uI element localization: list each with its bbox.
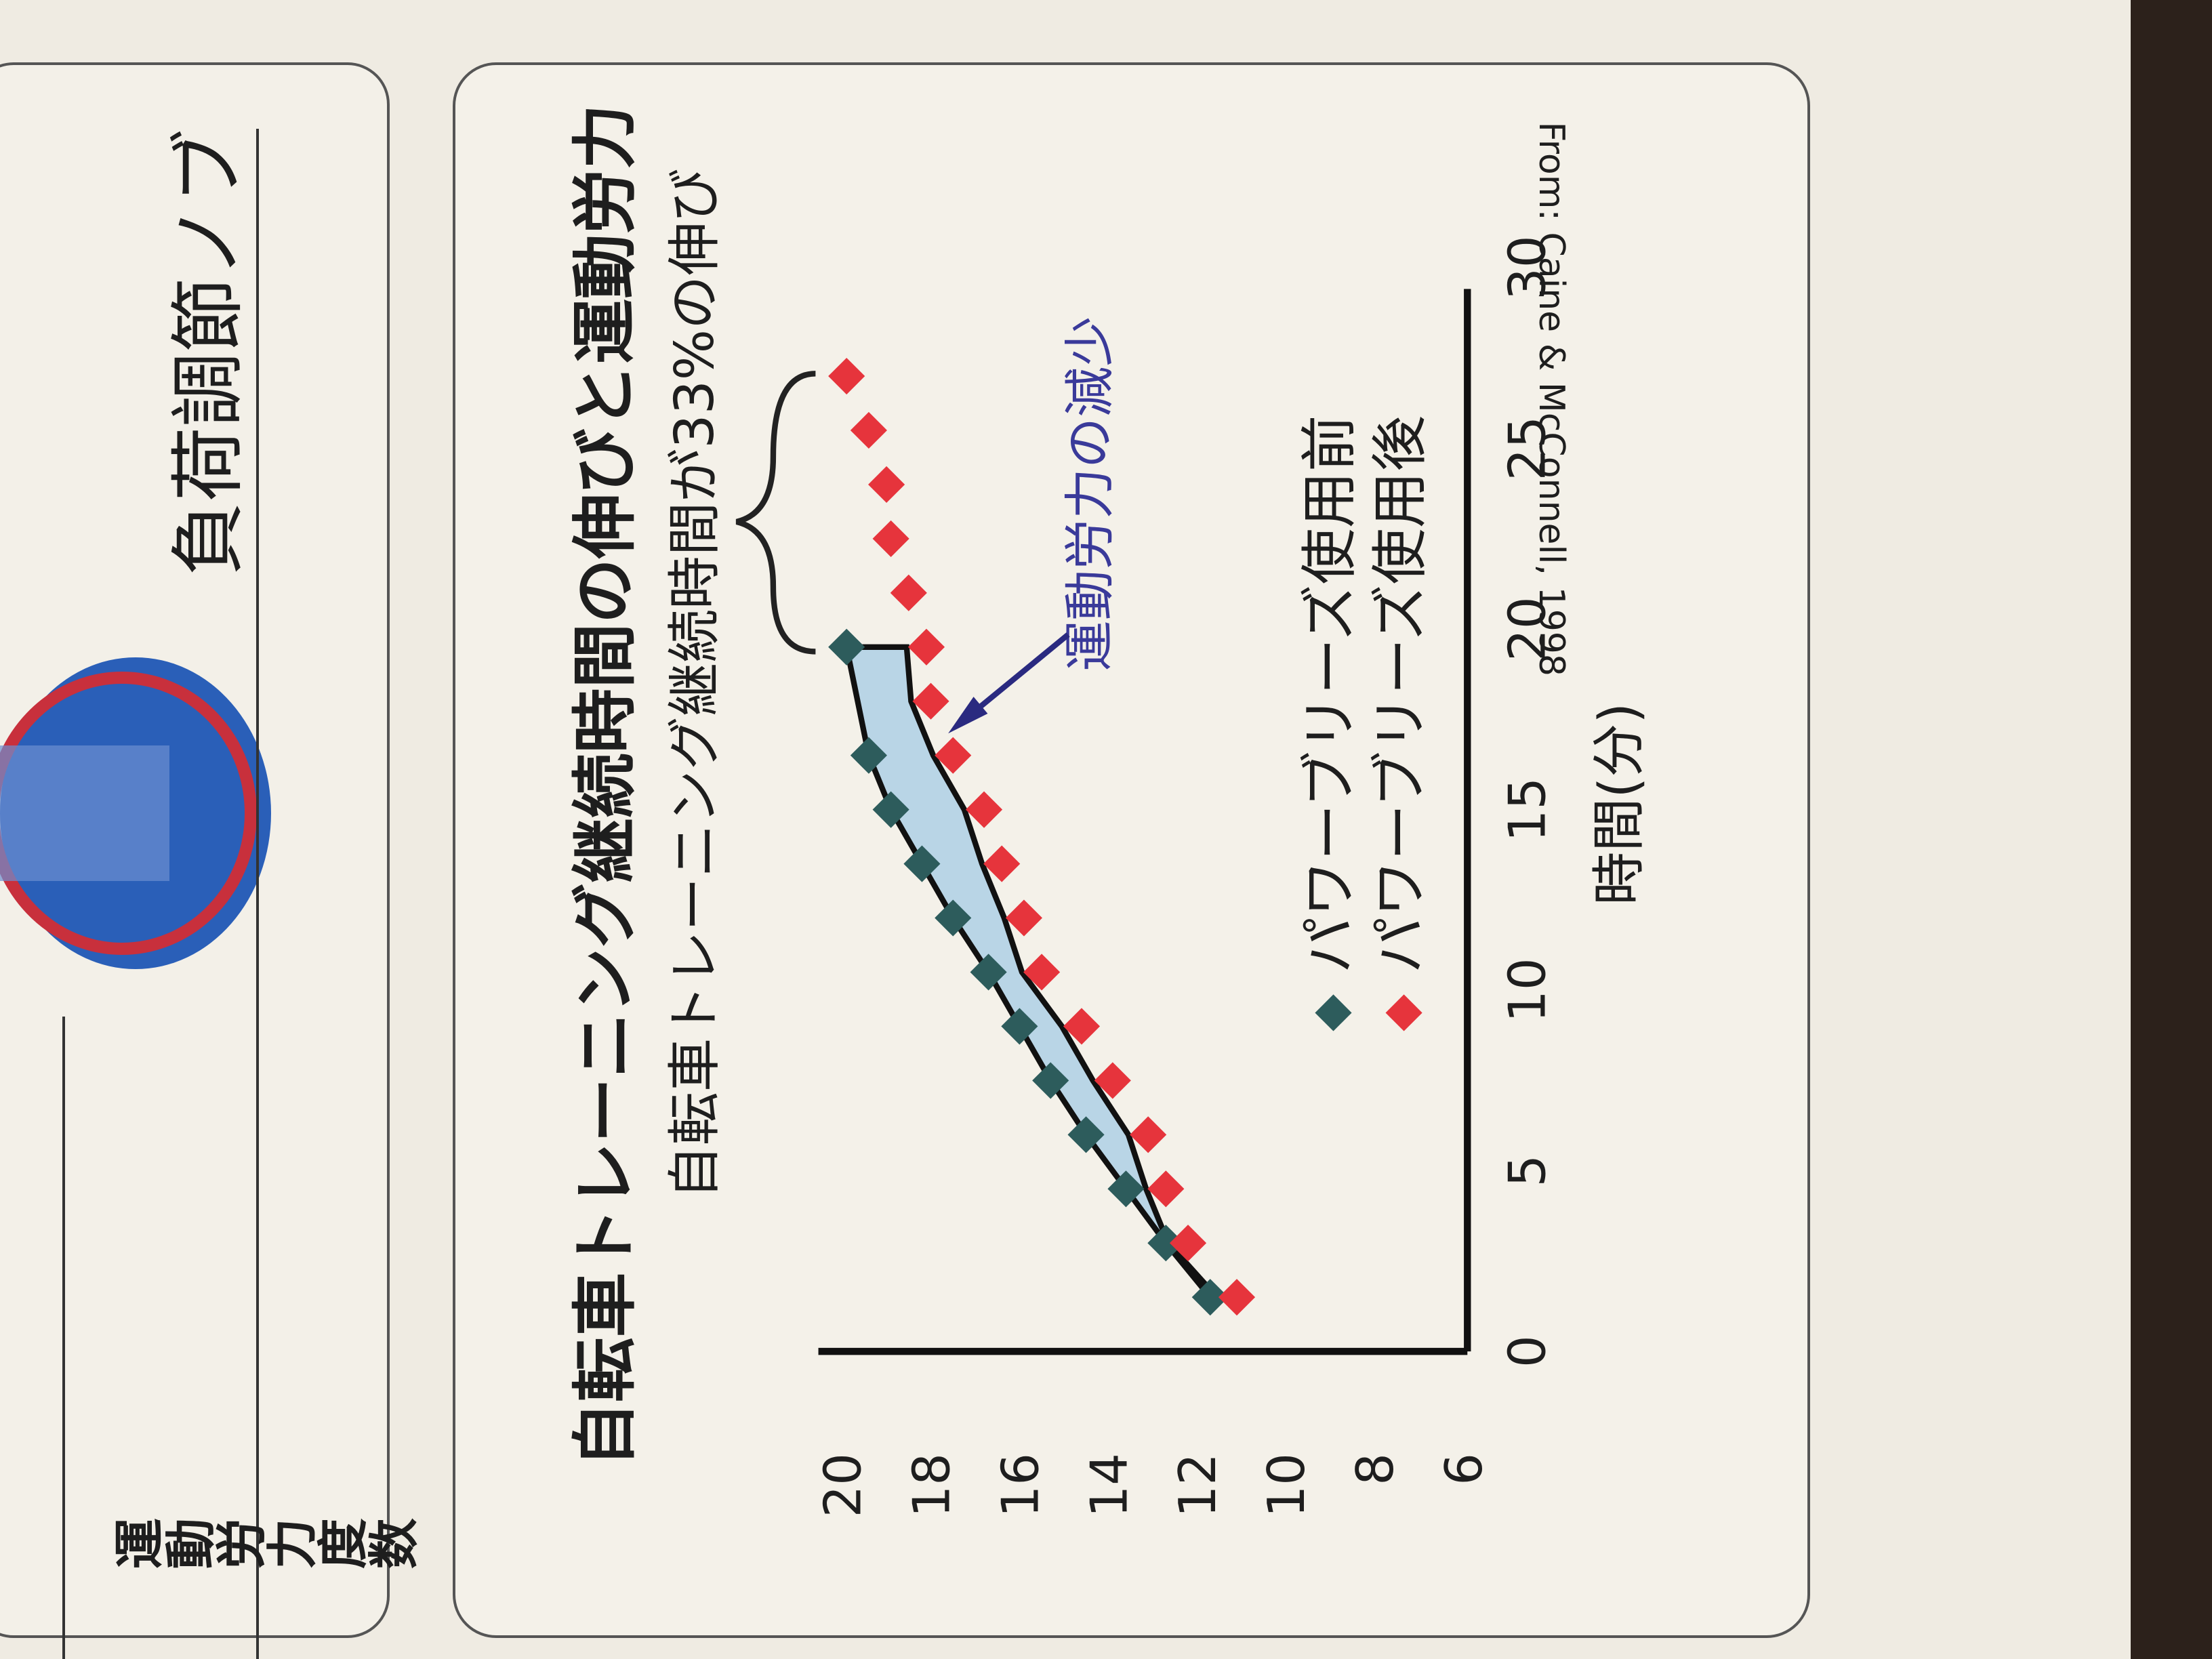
product-illustration xyxy=(0,657,271,969)
data-point xyxy=(890,574,927,611)
source-note: From: Caine & McConnell, 1998 xyxy=(1531,121,1572,676)
data-point xyxy=(1191,1279,1229,1316)
data-point xyxy=(850,411,887,449)
data-point xyxy=(1023,954,1061,991)
data-point xyxy=(1094,1062,1131,1099)
chart: 自転車トレーニング継続時間の伸びと運動労力 自転車トレーニング継続時間が33%の… xyxy=(113,104,1650,1578)
y-tick-label: 20 xyxy=(813,1453,873,1517)
data-point xyxy=(1063,1008,1101,1045)
knob-ring xyxy=(0,672,257,955)
y-tick-label: 10 xyxy=(1256,1453,1316,1517)
y-tick-label: 18 xyxy=(902,1453,962,1517)
brace xyxy=(735,371,816,655)
data-point xyxy=(1001,1008,1038,1045)
data-point xyxy=(828,357,865,395)
data-point xyxy=(935,899,972,937)
y-tick-label: 6 xyxy=(1434,1453,1494,1486)
data-point xyxy=(1067,1116,1105,1153)
y-tick-label: 16 xyxy=(990,1453,1050,1517)
x-axis-label: 時間(分) xyxy=(1588,703,1650,905)
annotation: 運動労力の減少 xyxy=(1060,316,1120,672)
x-tick-label: 25 xyxy=(1497,416,1557,480)
data-point xyxy=(868,466,905,504)
data-point xyxy=(965,791,1003,828)
x-tick-label: 30 xyxy=(1497,235,1557,300)
y-axis-label: 運動労力度数 xyxy=(113,1518,418,1578)
x-tick-label: 20 xyxy=(1497,596,1557,661)
data-point xyxy=(1005,899,1043,937)
data-point xyxy=(903,845,941,882)
data-point xyxy=(1147,1170,1185,1208)
chart-title: 自転車トレーニング継続時間の伸びと運動労力 xyxy=(567,104,643,1467)
data-point xyxy=(907,628,945,665)
y-tick-label: 12 xyxy=(1168,1453,1227,1517)
data-point xyxy=(1147,1225,1185,1262)
data-point xyxy=(1218,1279,1256,1316)
data-point xyxy=(1130,1116,1167,1153)
data-point xyxy=(872,791,909,828)
background-edge xyxy=(2131,0,2212,1659)
data-point xyxy=(872,520,909,557)
x-tick-label: 10 xyxy=(1497,958,1557,1022)
data-point xyxy=(1032,1062,1069,1099)
knob-coil xyxy=(0,745,169,881)
data-point xyxy=(850,737,887,774)
data-point xyxy=(912,682,949,720)
y-tick-label: 14 xyxy=(1079,1453,1139,1517)
chart-subtitle: 自転車トレーニング継続時間が33%の伸び xyxy=(663,169,726,1200)
data-point xyxy=(970,954,1007,991)
x-tick-label: 0 xyxy=(1497,1335,1557,1368)
data-point xyxy=(1107,1170,1145,1208)
part-label: 負荷調節ノブ xyxy=(165,129,251,576)
y-tick-label: 8 xyxy=(1345,1453,1405,1486)
legend-label: パワーブリーズ使用後 xyxy=(1368,415,1433,974)
data-point xyxy=(935,737,972,774)
data-point xyxy=(828,628,865,665)
x-tick-label: 15 xyxy=(1497,777,1557,842)
legend-label: パワーブリーズ使用前 xyxy=(1296,415,1362,974)
x-tick-label: 5 xyxy=(1497,1155,1557,1187)
annotation-arrowhead xyxy=(948,697,988,734)
